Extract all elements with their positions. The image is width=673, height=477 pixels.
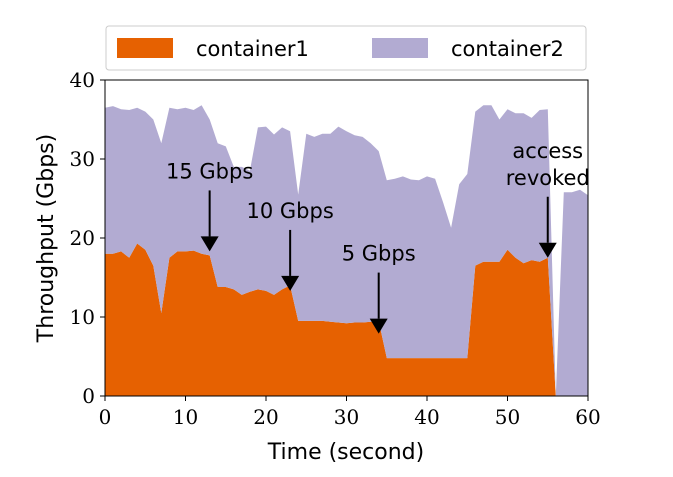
annotation-arrow-head bbox=[281, 275, 300, 291]
legend-swatch-container1 bbox=[117, 38, 173, 58]
x-tick-label: 50 bbox=[495, 405, 520, 429]
annotation-label: 5 Gbps bbox=[342, 242, 416, 266]
x-axis-label: Time (second) bbox=[267, 440, 424, 465]
legend-label-container2: container2 bbox=[451, 37, 564, 61]
annotations: 15 Gbps 10 Gbps 5 Gbps access revoked bbox=[166, 139, 590, 334]
y-axis-label: Throughput (Gbps) bbox=[34, 134, 59, 343]
plot-area bbox=[105, 105, 588, 397]
annotation-label: access bbox=[512, 139, 583, 163]
y-tick-label: 0 bbox=[82, 384, 95, 408]
area-container2 bbox=[105, 105, 588, 397]
x-tick-label: 30 bbox=[334, 405, 359, 429]
annotation-arrow-head bbox=[538, 242, 557, 258]
annotation-label: 10 Gbps bbox=[247, 199, 334, 223]
annotation-arrow-head bbox=[369, 318, 388, 334]
annotation-arrow-head bbox=[200, 236, 219, 252]
y-axis: 0 10 20 30 40 bbox=[70, 68, 105, 408]
x-tick-label: 10 bbox=[173, 405, 198, 429]
x-tick-label: 0 bbox=[99, 405, 112, 429]
x-tick-label: 60 bbox=[575, 405, 600, 429]
x-axis: 0 10 20 30 40 50 60 bbox=[99, 396, 601, 429]
y-tick-label: 30 bbox=[70, 147, 95, 171]
y-tick-label: 40 bbox=[70, 68, 95, 92]
annotation-label: 15 Gbps bbox=[166, 159, 253, 183]
y-tick-label: 20 bbox=[70, 226, 95, 250]
y-tick-label: 10 bbox=[70, 305, 95, 329]
x-tick-label: 20 bbox=[253, 405, 278, 429]
legend-label-container1: container1 bbox=[196, 37, 309, 61]
x-tick-label: 40 bbox=[414, 405, 439, 429]
area-container1 bbox=[105, 243, 588, 396]
legend: container1 container2 bbox=[105, 25, 587, 71]
annotation-label: revoked bbox=[506, 166, 590, 190]
legend-swatch-container2 bbox=[372, 38, 428, 58]
